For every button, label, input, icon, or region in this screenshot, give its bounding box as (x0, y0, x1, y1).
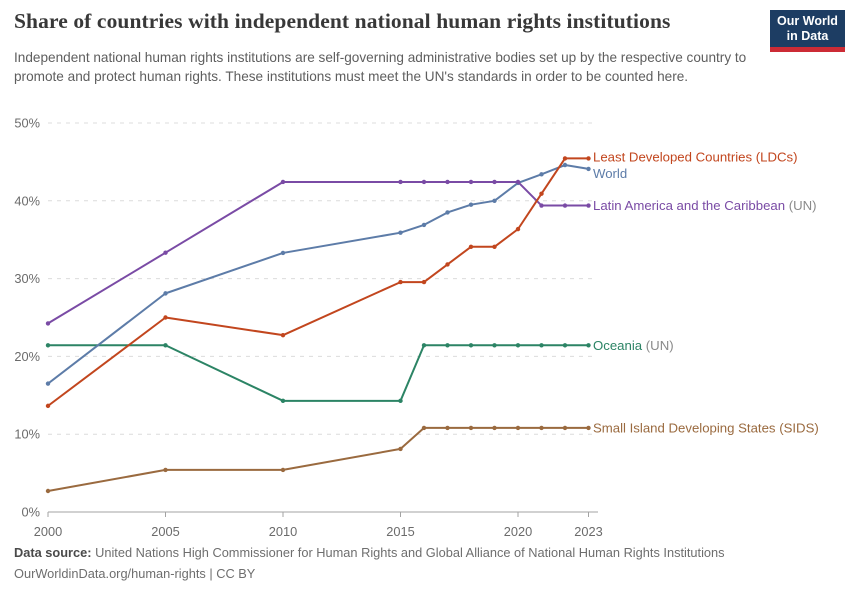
series-point-lac[interactable] (445, 179, 450, 185)
series-line-world[interactable] (47, 164, 590, 385)
series-label-oceania[interactable]: Oceania (UN) (593, 338, 674, 353)
owid-logo-line1: Our World (777, 13, 838, 28)
series-point-sids[interactable] (45, 488, 51, 494)
series-point-ldcs[interactable] (515, 226, 521, 232)
series-point-sids[interactable] (539, 425, 544, 431)
x-axis-label: 2010 (269, 524, 297, 539)
series-point-lac[interactable] (45, 321, 51, 326)
x-axis-label: 2005 (151, 524, 179, 539)
series-point-oceania[interactable] (539, 343, 544, 348)
series-point-sids[interactable] (515, 425, 521, 431)
series-label-world[interactable]: World (593, 166, 627, 181)
chart-footer: Data source: United Nations High Commiss… (14, 543, 834, 584)
series-point-world[interactable] (562, 162, 568, 168)
x-axis-label: 2023 (574, 524, 602, 539)
owid-logo-stripe (770, 47, 845, 52)
series-point-ldcs[interactable] (45, 403, 51, 409)
y-axis-label: 50% (14, 116, 40, 131)
series-point-ldcs[interactable] (445, 262, 450, 267)
series-point-lac[interactable] (163, 250, 168, 255)
data-source-label: Data source: (14, 545, 92, 560)
series-point-world[interactable] (492, 198, 497, 203)
series-point-lac[interactable] (539, 203, 544, 208)
series-point-lac[interactable] (421, 179, 427, 185)
y-axis-label: 20% (14, 349, 40, 364)
series-point-lac[interactable] (492, 179, 497, 185)
series-point-lac[interactable] (280, 179, 286, 185)
series-point-world[interactable] (163, 291, 168, 296)
series-point-ldcs[interactable] (539, 191, 544, 196)
series-point-sids[interactable] (468, 425, 474, 431)
series-point-sids[interactable] (398, 446, 403, 452)
series-point-lac[interactable] (562, 203, 568, 208)
line-chart[interactable]: 0% 10% 20% 30% 40% 50% 2000 2005 2010 2015 2020 202… (0, 108, 850, 540)
series-point-sids[interactable] (492, 425, 497, 431)
series-label-ldcs[interactable]: Least Developed Countries (LDCs) (593, 150, 798, 165)
series-point-oceania[interactable] (586, 343, 591, 348)
x-axis-label: 2020 (504, 524, 532, 539)
series-point-world[interactable] (468, 202, 474, 207)
page-title: Share of countries with independent nati… (14, 9, 671, 33)
series-point-lac[interactable] (468, 179, 474, 185)
series-point-world[interactable] (421, 222, 427, 228)
series-line-lac[interactable] (47, 180, 590, 325)
x-axis-label: 2000 (34, 524, 62, 539)
series-point-sids[interactable] (421, 425, 427, 431)
series-point-sids[interactable] (280, 467, 286, 473)
series-point-oceania[interactable] (45, 343, 51, 348)
series-point-ldcs[interactable] (280, 332, 286, 338)
series-point-oceania[interactable] (445, 343, 450, 348)
series-point-ldcs[interactable] (163, 315, 168, 320)
series-point-ldcs[interactable] (398, 279, 403, 285)
series-point-lac[interactable] (586, 203, 591, 208)
series-point-ldcs[interactable] (562, 156, 568, 161)
series-point-oceania[interactable] (515, 343, 521, 348)
x-axis-label: 2015 (386, 524, 414, 539)
series-line-oceania[interactable] (47, 344, 590, 402)
series-point-sids[interactable] (445, 425, 450, 431)
series-line-sids[interactable] (47, 426, 590, 492)
series-point-ldcs[interactable] (468, 244, 474, 249)
series-point-sids[interactable] (586, 425, 591, 431)
series-point-lac[interactable] (398, 179, 403, 185)
series-point-ldcs[interactable] (492, 244, 497, 249)
series-line-ldcs[interactable] (47, 157, 590, 407)
y-axis-label: 0% (22, 505, 41, 520)
series-point-ldcs[interactable] (586, 156, 591, 161)
chart-subtitle: Independent national human rights instit… (14, 50, 747, 84)
series-point-lac[interactable] (515, 179, 521, 185)
series-point-oceania[interactable] (421, 343, 427, 348)
series-point-oceania[interactable] (562, 343, 568, 348)
series-point-ldcs[interactable] (421, 279, 427, 285)
series-point-world[interactable] (445, 210, 450, 215)
y-axis-label: 10% (14, 427, 40, 442)
series-point-oceania[interactable] (163, 343, 168, 348)
owid-logo[interactable]: Our World in Data (770, 10, 845, 47)
series-point-oceania[interactable] (398, 398, 403, 404)
data-source-text: United Nations High Commissioner for Hum… (91, 545, 725, 560)
series-point-world[interactable] (586, 166, 591, 172)
series-point-world[interactable] (398, 230, 403, 235)
series-point-world[interactable] (280, 250, 286, 256)
y-axis-label: 40% (14, 193, 40, 208)
series-point-sids[interactable] (163, 467, 168, 473)
license-line: OurWorldinData.org/human-rights | CC BY (14, 565, 256, 581)
owid-logo-line2: in Data (786, 28, 829, 43)
series-point-world[interactable] (539, 172, 544, 177)
series-point-sids[interactable] (562, 425, 568, 431)
series-point-oceania[interactable] (468, 343, 474, 348)
series-point-oceania[interactable] (280, 398, 286, 404)
data-source-line: Data source: United Nations High Commiss… (14, 543, 834, 564)
series-label-lac[interactable]: Latin America and the Caribbean (UN) (593, 198, 817, 213)
series-label-sids[interactable]: Small Island Developing States (SIDS) (593, 420, 819, 435)
series-point-world[interactable] (45, 381, 51, 386)
series-point-oceania[interactable] (492, 343, 497, 348)
y-axis-label: 30% (14, 271, 40, 286)
